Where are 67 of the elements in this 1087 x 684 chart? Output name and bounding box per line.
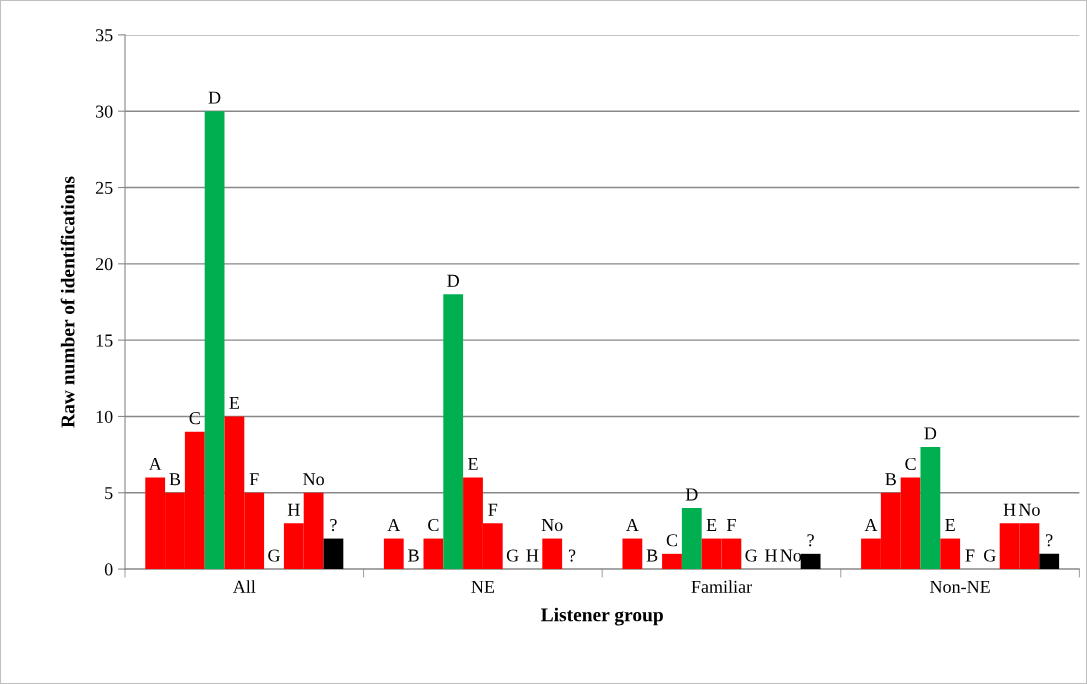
series-label: H	[287, 503, 300, 516]
text: D	[685, 488, 698, 501]
bar	[383, 538, 404, 570]
text: E	[945, 519, 955, 531]
bar	[800, 553, 821, 570]
text: ?	[1046, 534, 1053, 547]
text: G	[268, 549, 280, 562]
y-tick-label: 25	[95, 181, 113, 194]
text: H	[526, 549, 539, 562]
text: ?	[807, 534, 814, 547]
text: B	[646, 549, 658, 562]
bar	[1039, 553, 1060, 570]
bar	[681, 508, 702, 570]
y-tick-label: 15	[96, 334, 113, 347]
text: A	[387, 518, 401, 531]
text: B	[408, 549, 419, 562]
text: F	[726, 519, 736, 531]
x-tick-label: Familiar	[691, 580, 752, 593]
y-tick-label: 35	[96, 29, 113, 42]
text: H	[1003, 503, 1016, 516]
text: H	[765, 549, 777, 562]
bar	[443, 294, 464, 570]
series-label: C	[428, 518, 439, 532]
text: A	[626, 518, 639, 531]
bar	[323, 538, 344, 570]
x-axis-title: Listener group	[541, 607, 663, 626]
series-label: A	[148, 457, 162, 470]
bar	[542, 538, 563, 570]
series-label: D	[447, 274, 459, 287]
series-label: ?	[330, 518, 337, 532]
text: C	[666, 534, 678, 547]
text: D	[924, 427, 937, 440]
text: B	[885, 473, 896, 486]
text: C	[189, 412, 200, 425]
y-axis-title: Raw number of identifications	[60, 176, 75, 428]
text: D	[208, 91, 221, 104]
bar	[920, 446, 941, 570]
series-label: F	[249, 473, 259, 486]
text: E	[468, 458, 478, 470]
text: F	[488, 503, 498, 516]
text: G	[745, 549, 758, 562]
text: F	[965, 549, 975, 562]
bar	[662, 553, 682, 570]
y-tick-label: 30	[96, 105, 113, 118]
x-tick-label: Non-NE	[930, 580, 990, 593]
y-tick-label: 20	[95, 258, 113, 271]
y-tick-label: 5	[105, 487, 113, 500]
text: A	[864, 518, 878, 531]
series-label: E	[229, 396, 240, 409]
bar	[622, 538, 643, 570]
series-label: B	[169, 473, 181, 486]
text: G	[506, 549, 519, 562]
text: No	[541, 519, 563, 532]
x-tick-label: All	[232, 580, 256, 593]
bar	[423, 538, 444, 570]
text: C	[905, 457, 916, 471]
y-tick-label: 0	[104, 563, 113, 576]
x-tick-label: NE	[471, 580, 495, 593]
text: No	[303, 473, 324, 486]
series-label: No	[1018, 503, 1040, 516]
text: G	[984, 549, 996, 562]
bar	[204, 111, 225, 570]
text: E	[706, 519, 717, 531]
text: ?	[568, 549, 576, 562]
bar	[940, 538, 961, 570]
y-tick-label: 10	[96, 410, 113, 423]
text: No	[780, 549, 802, 562]
